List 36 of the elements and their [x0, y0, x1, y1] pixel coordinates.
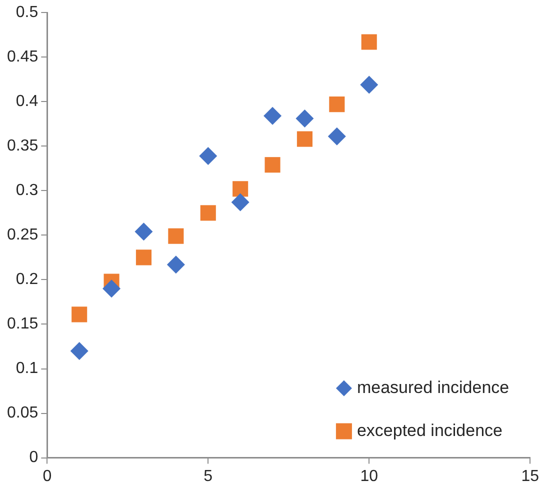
y-tick-label: 0 — [29, 449, 38, 466]
point — [200, 205, 216, 221]
y-tick-label: 0.35 — [7, 138, 38, 155]
point — [329, 96, 345, 112]
point — [361, 34, 377, 50]
point — [199, 146, 218, 165]
y-tick-label: 0.05 — [7, 404, 38, 422]
point — [264, 106, 282, 125]
x-tick-label: 5 — [204, 468, 213, 485]
y-tick-label: 0.3 — [16, 182, 38, 200]
y-tick-label: 0.1 — [16, 360, 38, 378]
y-tick-label: 0.25 — [7, 226, 38, 244]
x-tick-label: 10 — [360, 468, 378, 485]
y-tick-label: 0.2 — [16, 271, 38, 288]
point — [264, 157, 280, 173]
point — [72, 306, 88, 322]
legend-label: excepted incidence — [356, 420, 503, 440]
point — [296, 131, 312, 147]
point — [102, 280, 121, 298]
point — [360, 76, 378, 94]
point — [136, 250, 152, 266]
legend-label: measured incidence — [356, 378, 510, 397]
y-tick-label: 0.45 — [7, 48, 38, 66]
y-tick-label: 0.4 — [16, 93, 38, 110]
point — [166, 256, 185, 274]
point — [70, 342, 88, 360]
point — [134, 222, 153, 241]
point — [328, 127, 346, 146]
point — [296, 110, 314, 128]
x-tick-label: 15 — [521, 468, 540, 485]
point — [168, 228, 184, 244]
y-tick-label: 0.15 — [7, 316, 38, 333]
point — [231, 193, 250, 212]
point — [232, 181, 248, 197]
x-tick-label: 0 — [42, 468, 52, 485]
y-tick-label: 0.5 — [16, 4, 38, 22]
